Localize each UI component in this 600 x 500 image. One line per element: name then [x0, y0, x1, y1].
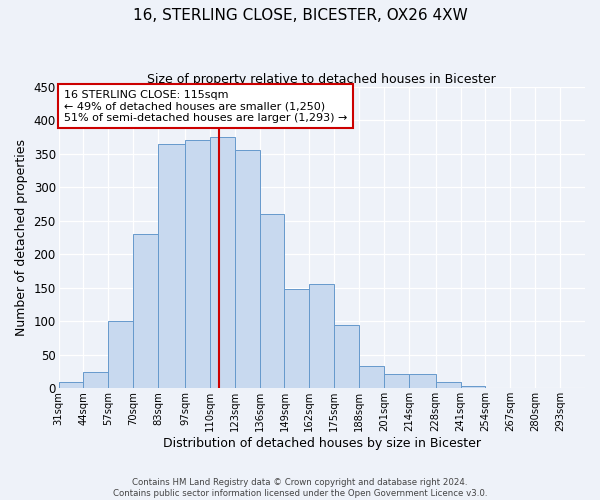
Bar — [59, 382, 83, 388]
Bar — [461, 386, 485, 388]
Text: Contains HM Land Registry data © Crown copyright and database right 2024.
Contai: Contains HM Land Registry data © Crown c… — [113, 478, 487, 498]
Bar — [133, 234, 158, 388]
Y-axis label: Number of detached properties: Number of detached properties — [15, 139, 28, 336]
Bar — [310, 284, 334, 389]
X-axis label: Distribution of detached houses by size in Bicester: Distribution of detached houses by size … — [163, 437, 481, 450]
Bar — [260, 214, 284, 388]
Bar — [409, 374, 436, 388]
Title: Size of property relative to detached houses in Bicester: Size of property relative to detached ho… — [148, 72, 496, 86]
Bar — [334, 324, 359, 388]
Bar — [83, 372, 109, 388]
Bar — [158, 144, 185, 388]
Bar — [436, 382, 461, 388]
Bar — [384, 374, 409, 388]
Text: 16 STERLING CLOSE: 115sqm
← 49% of detached houses are smaller (1,250)
51% of se: 16 STERLING CLOSE: 115sqm ← 49% of detac… — [64, 90, 347, 123]
Text: 16, STERLING CLOSE, BICESTER, OX26 4XW: 16, STERLING CLOSE, BICESTER, OX26 4XW — [133, 8, 467, 22]
Bar — [210, 137, 235, 388]
Bar — [185, 140, 210, 388]
Bar — [284, 289, 310, 388]
Bar — [235, 150, 260, 388]
Bar — [359, 366, 384, 388]
Bar — [109, 322, 133, 388]
